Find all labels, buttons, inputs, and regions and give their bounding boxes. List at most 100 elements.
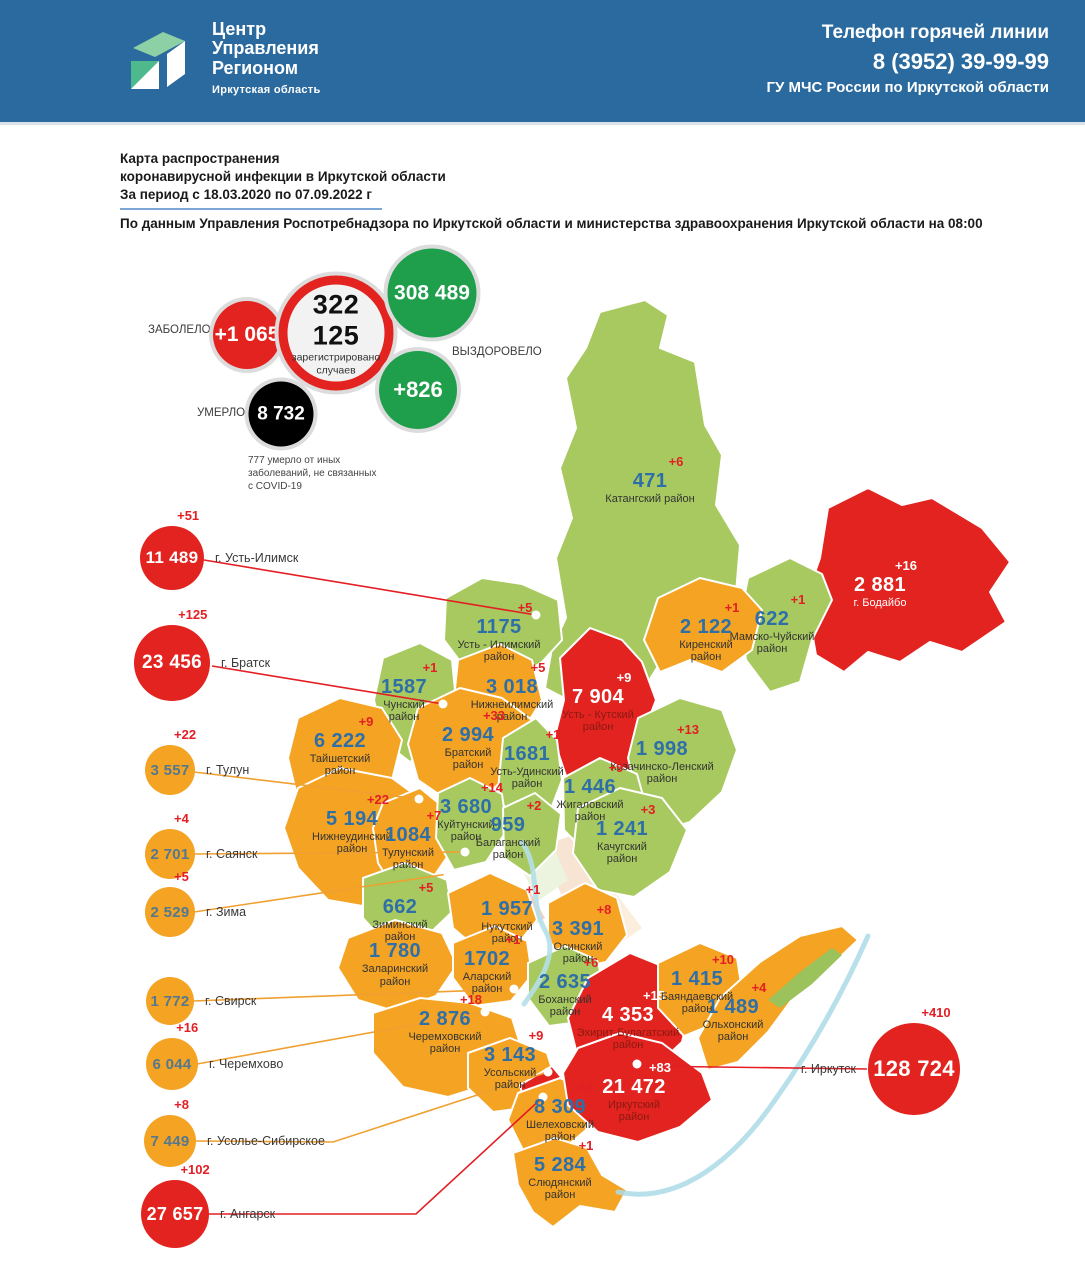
region-delta: +6 <box>668 453 684 469</box>
infected-delta-circle: +1 065 <box>213 301 281 369</box>
city-delta: +22 <box>174 727 197 742</box>
died-value: 8 732 <box>257 403 305 424</box>
region-delta: +9 <box>358 714 374 730</box>
city-point-dot <box>414 794 424 804</box>
leader-line <box>203 559 537 616</box>
region-value: 2 876 <box>418 1007 472 1030</box>
region-value: 2 635 <box>538 970 592 993</box>
city-delta: +16 <box>176 1020 199 1035</box>
city-name: г. Братск <box>221 656 271 670</box>
city-value: 11 489 <box>145 548 199 567</box>
region-name: Зиминский район <box>372 919 428 944</box>
region-name: Мамско-Чуйский район <box>729 631 815 656</box>
infected-delta-value: +1 065 <box>214 323 280 346</box>
region-name: Куйтунский район <box>437 819 495 844</box>
city-value: 128 724 <box>873 1056 955 1081</box>
tsur-logo-icon <box>131 32 185 89</box>
died-label: УМЕРЛО <box>197 407 246 419</box>
region-label-bodaibo: +16 2 881 г. Бодайбо <box>835 558 925 609</box>
region-label-kachugsky: +3 1 241 Качугский район <box>582 803 662 866</box>
region-shape-kachugsky <box>572 787 688 898</box>
region-delta: +22 <box>366 792 390 808</box>
city-circle-svirsk: 1 772 г. Свирск <box>146 977 256 1025</box>
infected-label: ЗАБОЛЕЛО <box>148 324 211 336</box>
region-label-alarsky: +1 1702 Аларский район <box>452 933 522 996</box>
city-value: 6 044 <box>152 1055 192 1073</box>
region-delta: +14 <box>480 780 504 796</box>
city-name: г. Черемхово <box>209 1057 284 1071</box>
region-name: Тулунский район <box>382 847 434 872</box>
region-label-irkutsky: +83 21 472 Иркутский район <box>594 1061 674 1124</box>
region-shape-irkutsky <box>562 1032 713 1143</box>
olkhon-island <box>768 948 842 1008</box>
city-circle-sayansk: 2 701 +4 г. Саянск <box>145 811 258 879</box>
region-value: 7 904 <box>571 685 625 708</box>
region-delta: +5 <box>530 660 546 676</box>
city-value: 27 657 <box>146 1203 204 1224</box>
region-value: 1 241 <box>595 817 649 840</box>
region-delta: +3 <box>640 802 656 818</box>
city-name: г. Усть-Илимск <box>215 551 299 565</box>
region-delta: +6 <box>583 955 599 971</box>
region-label-ekhirit-bulagatsky: +15 4 353 Эхирит-Булагатский район <box>561 989 696 1052</box>
region-name: Черемховский район <box>408 1031 482 1056</box>
region-value: 662 <box>382 895 418 918</box>
region-delta: +9 <box>616 670 632 686</box>
region-delta: +5 <box>517 600 533 616</box>
region-name: Усть - Илимский район <box>457 639 541 664</box>
region-label-ziminsky: +5 662 Зиминский район <box>360 881 440 944</box>
region-label-nizhneilimsky: +5 3 018 Нижнеилимский район <box>457 661 567 724</box>
leader-line <box>209 1096 544 1215</box>
region-delta: +2 <box>526 798 542 814</box>
died-footnote-line3: с COVID-19 <box>248 481 302 492</box>
region-name: Балаганский район <box>475 837 541 862</box>
region-value: 6 222 <box>313 729 367 752</box>
region-value: 471 <box>632 469 668 492</box>
died-footnote: 777 умерло от иных заболеваний, не связа… <box>248 454 376 493</box>
region-shape-nukutsky <box>447 872 538 952</box>
city-value: 3 557 <box>150 761 190 779</box>
city-circle-ust-ilimsk: 11 489 +51 г. Усть-Илимск <box>140 508 298 590</box>
region-value: 5 284 <box>533 1153 587 1176</box>
region-label-shelekhovsky: +4 8 309 Шелеховский район <box>515 1081 605 1144</box>
region-value: 1 415 <box>670 967 724 990</box>
city-circle-angarsk: 27 657 +102 г. Ангарск <box>141 1162 275 1248</box>
region-name: Эхирит-Булагатский район <box>576 1027 680 1052</box>
city-point-dot <box>480 1007 490 1017</box>
city-circle-irkutsk: 128 724 +410 г. Иркутск <box>801 1005 960 1115</box>
city-name: г. Усолье-Сибирское <box>207 1134 325 1148</box>
region-value: 8 309 <box>533 1095 587 1118</box>
region-delta: +8 <box>596 902 612 918</box>
region-delta: +1 <box>790 592 806 608</box>
region-delta: +33 <box>482 708 506 724</box>
region-label-katangsky: +6 471 Катангский район <box>590 454 710 505</box>
city-delta: +51 <box>177 508 200 523</box>
region-value: 1084 <box>384 823 432 846</box>
region-name: Чунский район <box>383 699 425 724</box>
city-name: г. Саянск <box>206 847 258 861</box>
logo-line1: Центр <box>212 19 267 39</box>
region-shape-slyudyansky <box>512 1137 628 1228</box>
region-delta: +1 <box>505 932 521 948</box>
region-label-usolsky: +9 3 143 Усольский район <box>470 1029 550 1092</box>
city-name: г. Свирск <box>205 994 257 1008</box>
city-circle-bratsk: 23 456 +125 г. Братск <box>134 607 270 701</box>
city-point-dot <box>438 699 448 709</box>
city-value: 23 456 <box>142 652 202 673</box>
region-shape-kirensky <box>643 577 763 673</box>
city-point-dot <box>531 610 541 620</box>
region-name: Нижнеилимский район <box>470 699 554 724</box>
city-value: 2 701 <box>150 845 190 863</box>
title-underline <box>120 208 382 210</box>
region-delta: +15 <box>642 988 666 1004</box>
region-name: Боханский район <box>538 994 592 1019</box>
region-name: Казачинско-Ленский район <box>610 761 714 786</box>
city-value: 1 772 <box>150 992 190 1010</box>
city-delta: +8 <box>174 1097 189 1112</box>
region-name: Усть - Кутский район <box>562 709 634 734</box>
region-delta: +9 <box>528 1028 544 1044</box>
region-label-ust-kutsky: +9 7 904 Усть - Кутский район <box>551 671 646 734</box>
city-point-dot <box>443 869 453 879</box>
region-label-bokhansky: +6 2 635 Боханский район <box>525 956 605 1019</box>
